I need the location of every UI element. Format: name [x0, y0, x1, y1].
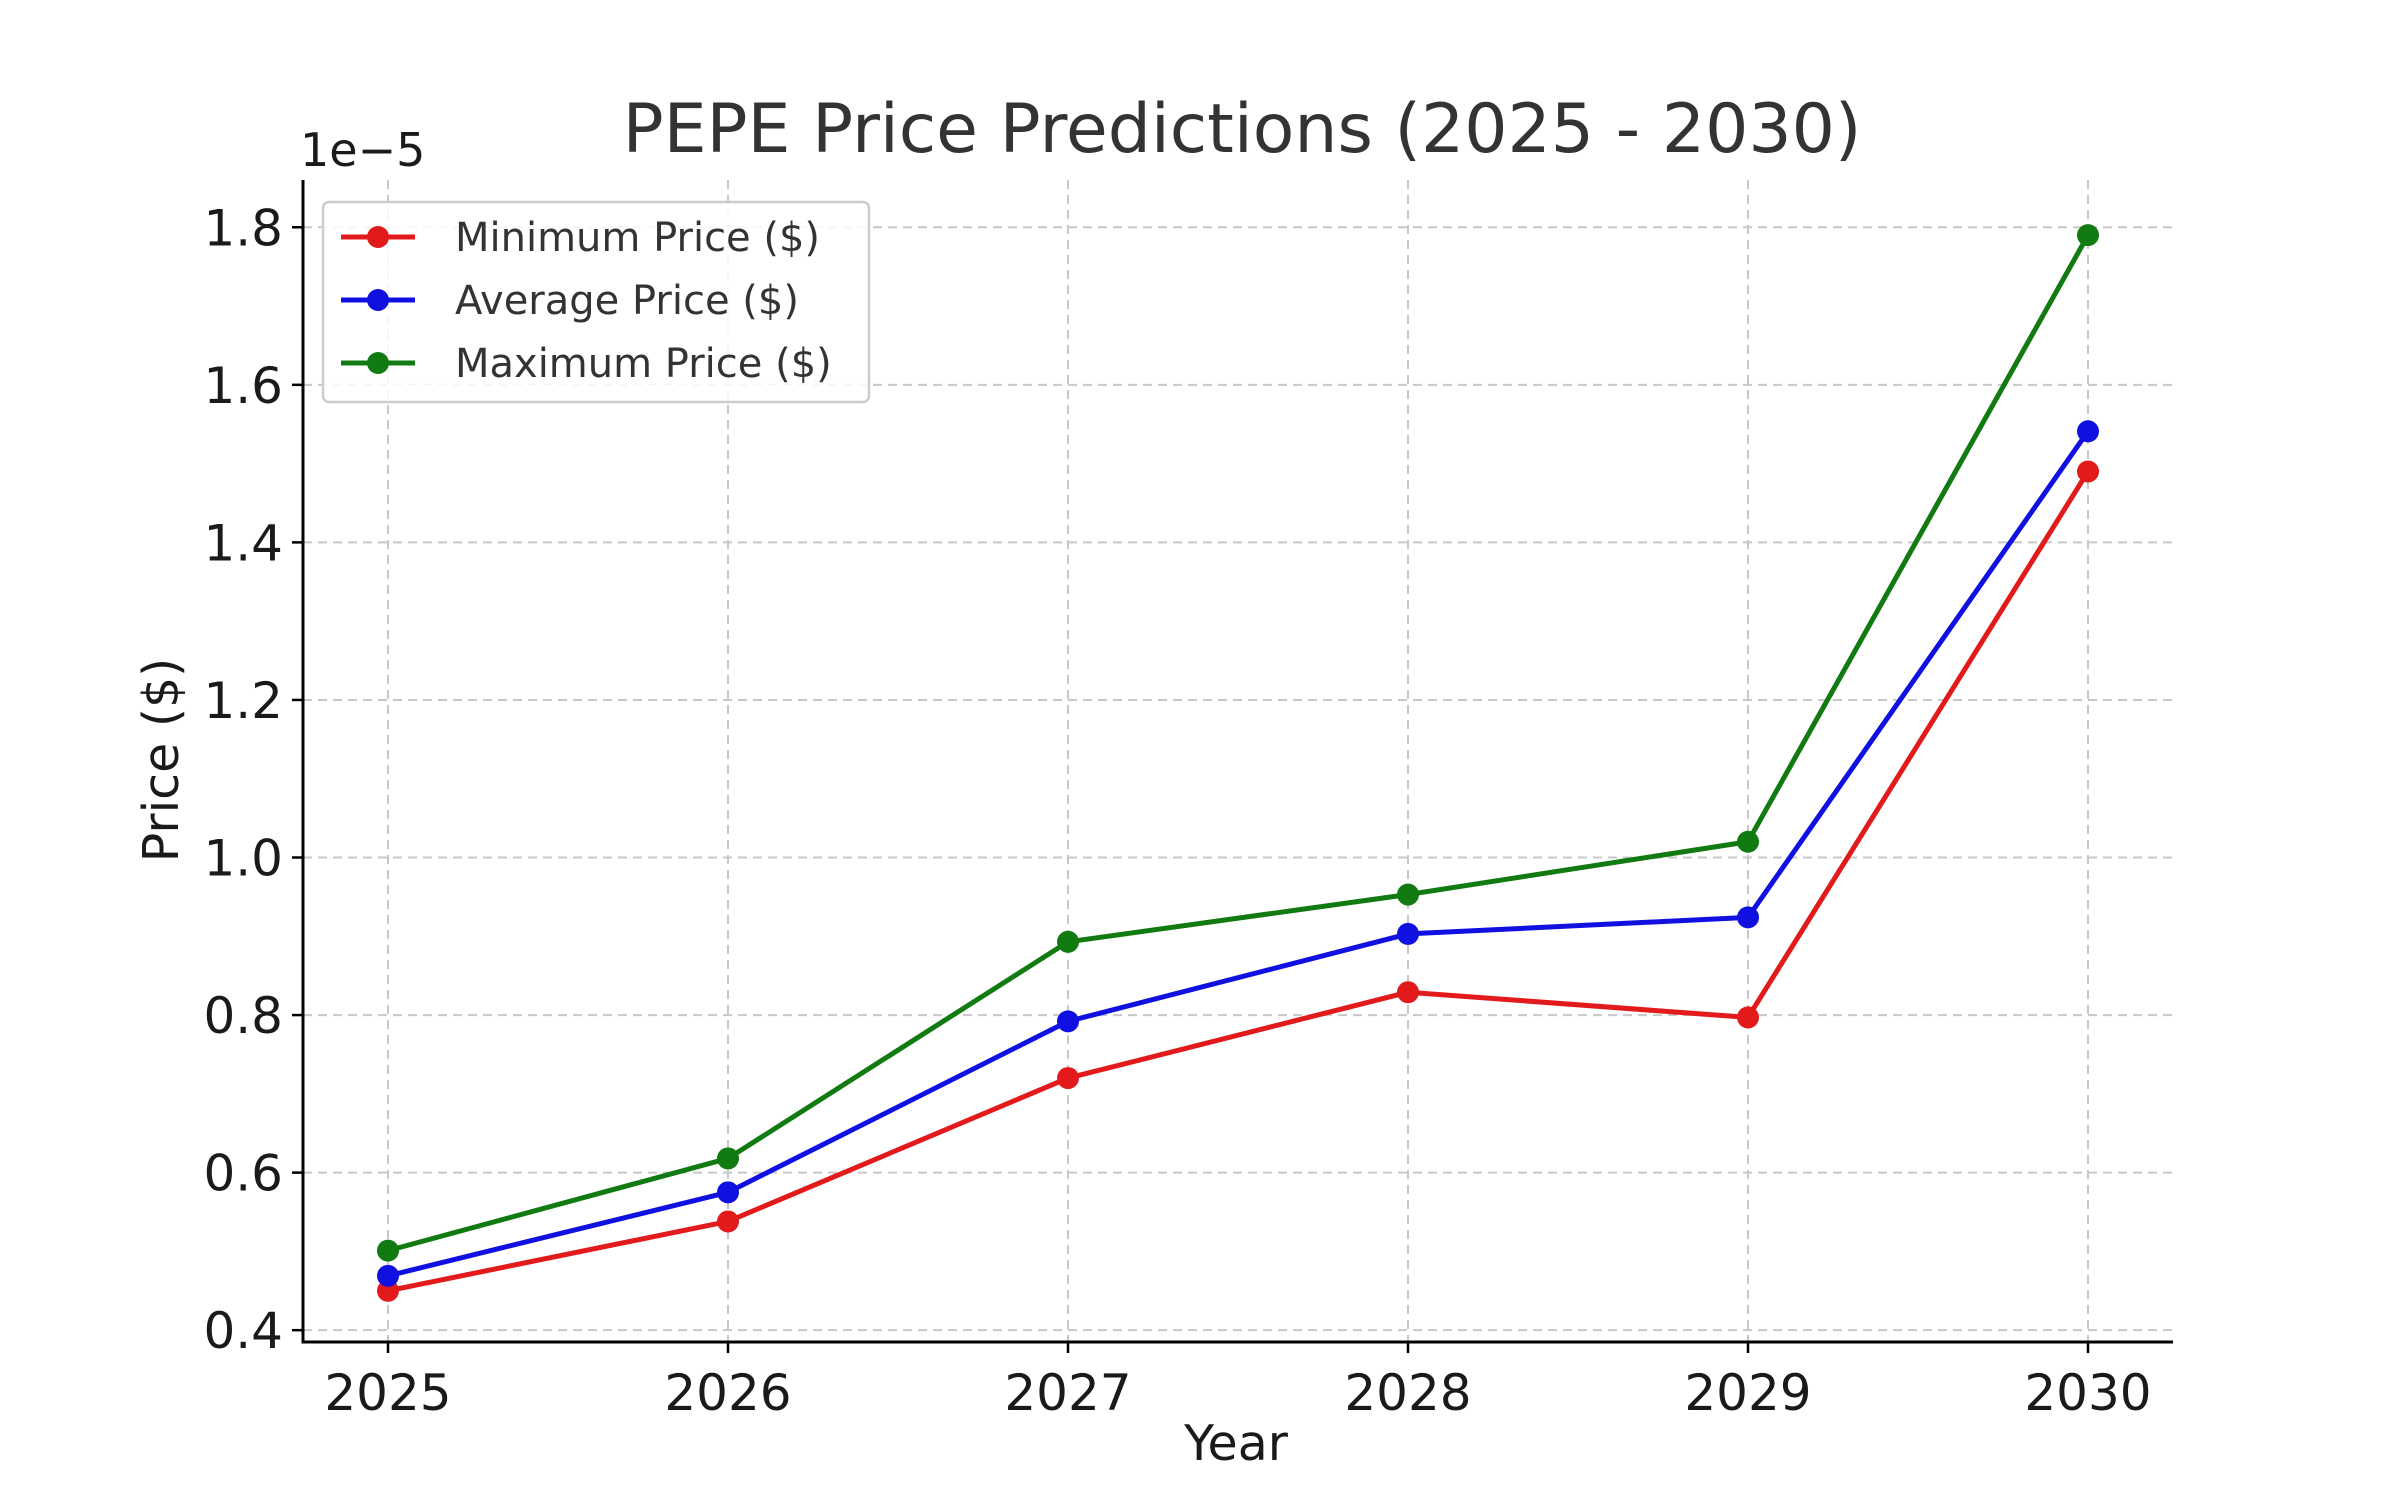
data-point-minimum [2077, 460, 2099, 483]
series-line-maximum [385, 232, 2091, 1254]
x-tick-label: 2027 [1004, 1364, 1131, 1422]
legend-item-maximum: Maximum Price ($) [341, 341, 832, 387]
data-point-maximum [1057, 930, 1079, 953]
y-tick-label: 0.4 [203, 1302, 283, 1360]
data-point-minimum [1057, 1067, 1079, 1090]
series-maximum [377, 224, 2099, 1262]
legend-box [321, 200, 871, 404]
y-tick-label: 1.4 [203, 514, 283, 572]
series-layer [377, 224, 2099, 1302]
x-tick-label: 2030 [2024, 1364, 2151, 1422]
legend-item-minimum: Minimum Price ($) [341, 215, 820, 261]
series-line-minimum [385, 468, 2091, 1294]
data-point-maximum [1397, 883, 1419, 906]
data-point-minimum [1737, 1006, 1759, 1029]
data-point-average [1737, 906, 1759, 929]
data-point-minimum [1397, 981, 1419, 1004]
legend-marker-maximum [367, 352, 389, 374]
data-point-maximum [2077, 224, 2099, 247]
data-point-average [717, 1181, 739, 1204]
data-point-average [377, 1264, 399, 1287]
legend-label-maximum: Maximum Price ($) [455, 341, 832, 387]
data-point-average [1397, 922, 1419, 945]
x-tick-label: 2025 [324, 1364, 451, 1422]
series-minimum [377, 460, 2099, 1302]
y-tick-label: 1.0 [203, 830, 283, 888]
y-axis-label: Price ($) [133, 658, 190, 863]
series-average [377, 420, 2099, 1287]
data-point-minimum [717, 1210, 739, 1233]
chart-title: PEPE Price Predictions (2025 - 2030) [623, 90, 1862, 169]
x-tick-label: 2026 [664, 1364, 791, 1422]
data-point-maximum [377, 1239, 399, 1262]
x-axis-label: Year [1183, 1415, 1289, 1472]
legend: Minimum Price ($) Average Price ($) Maximu… [321, 200, 871, 404]
y-tick-label: 1.8 [203, 199, 283, 257]
legend-marker-minimum [367, 226, 389, 248]
data-point-average [2077, 420, 2099, 443]
data-point-maximum [1737, 830, 1759, 853]
legend-marker-average [367, 289, 389, 311]
legend-label-average: Average Price ($) [455, 278, 799, 324]
y-tick-label: 0.8 [203, 987, 283, 1045]
x-tick-label: 2029 [1684, 1364, 1811, 1422]
data-point-average [1057, 1010, 1079, 1033]
y-tick-label: 1.2 [203, 672, 283, 730]
data-point-maximum [717, 1147, 739, 1170]
axes: 0.4 0.6 0.8 1.0 1.2 1.4 1.6 1.8 2025 2026 2027 2028… [203, 180, 2173, 1422]
legend-label-minimum: Minimum Price ($) [455, 215, 820, 261]
y-tick-label: 1.6 [203, 357, 283, 415]
legend-item-average: Average Price ($) [341, 278, 799, 324]
series-line-average [385, 428, 2091, 1279]
y-axis-offset-label: 1e−5 [300, 123, 425, 177]
x-tick-label: 2028 [1344, 1364, 1471, 1422]
y-tick-label: 0.6 [203, 1145, 283, 1203]
